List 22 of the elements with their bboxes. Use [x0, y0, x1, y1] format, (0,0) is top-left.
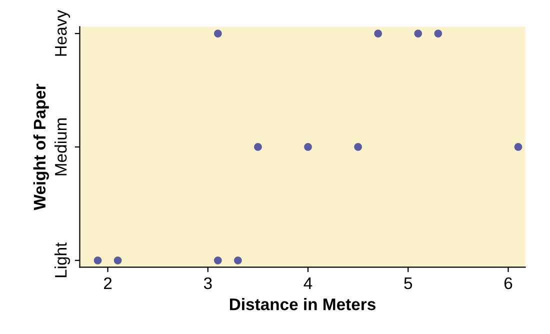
x-tick-label: 3	[204, 277, 212, 290]
y-tick-label: Heavy	[55, 10, 70, 56]
y-tick-label: Light	[54, 242, 70, 278]
x-tick-label: 5	[404, 278, 412, 290]
x-tick-label: 2	[104, 277, 112, 289]
point	[214, 256, 222, 264]
point	[514, 143, 522, 151]
point	[94, 256, 102, 264]
point	[434, 30, 442, 38]
point	[354, 143, 362, 151]
x-axis-title: Distance in Meters	[230, 298, 376, 310]
point	[304, 143, 312, 151]
point	[254, 143, 262, 151]
y-axis-title: Weight of Paper	[33, 84, 49, 210]
point	[374, 30, 382, 38]
point	[234, 256, 242, 264]
x-tick-label: 4	[304, 278, 312, 289]
y-tick-label: Medium	[54, 118, 67, 176]
point	[114, 256, 122, 264]
x-tick-label: 6	[504, 277, 512, 290]
point	[414, 30, 422, 38]
point	[214, 30, 222, 38]
